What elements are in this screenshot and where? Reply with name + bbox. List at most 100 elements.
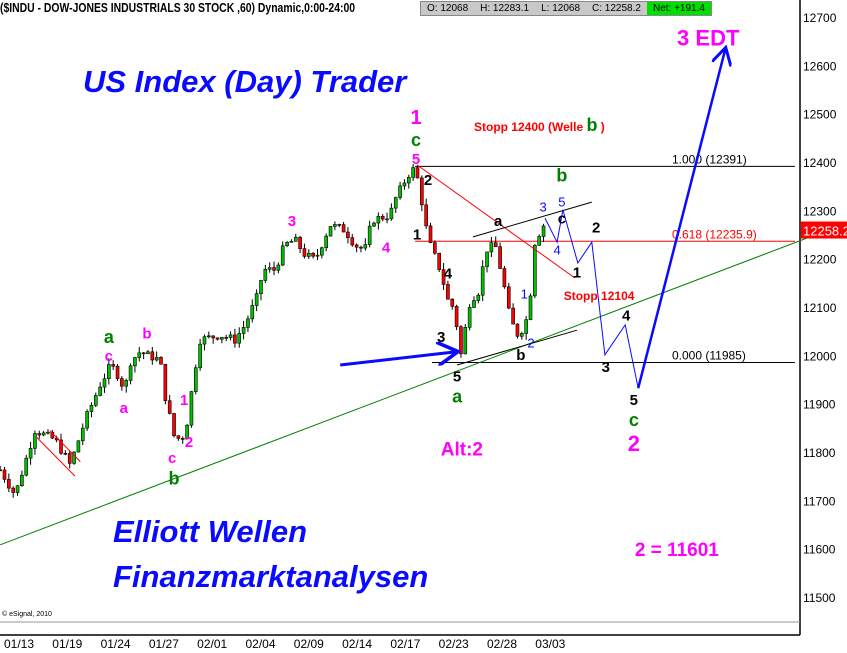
y-tick-label: 12300 [803, 204, 837, 218]
y-tick-label: 11500 [803, 591, 836, 605]
wave-label: b [516, 347, 525, 364]
candle-body [320, 247, 324, 256]
candle-body [372, 222, 376, 227]
candle-body [159, 357, 163, 365]
candle-body [302, 248, 307, 257]
candle-body [276, 264, 281, 271]
candle-body [215, 337, 220, 340]
candle-body [250, 305, 255, 320]
x-tick-label: 02/14 [342, 637, 372, 651]
wave-label: c [411, 130, 421, 150]
candle-body [359, 246, 363, 249]
wave-label: 2 [185, 434, 193, 451]
candle-body [0, 469, 2, 472]
candle-body [306, 252, 311, 257]
wave-label: 4 [622, 307, 631, 324]
last-price-tag [801, 221, 847, 239]
candle-body [93, 395, 98, 406]
wave-label: b [556, 165, 567, 185]
x-tick-label: 02/01 [197, 637, 227, 651]
candle-body [385, 218, 389, 221]
x-tick-label: 01/24 [101, 637, 131, 651]
candle-body [480, 266, 485, 296]
wave-label: 3 [288, 213, 296, 230]
wave-label: 5 [630, 392, 638, 409]
candle-body [311, 252, 315, 257]
x-tick-label: 01/27 [149, 637, 179, 651]
net-change: Net: +191.4 [646, 2, 711, 15]
candle-body [533, 244, 537, 297]
candle-body [459, 326, 463, 355]
y-tick-label: 12700 [803, 11, 837, 25]
candle-body [15, 485, 20, 493]
candle-body [141, 352, 146, 355]
candle-body [85, 411, 89, 429]
candle-body [376, 216, 381, 224]
candle-body [411, 167, 415, 178]
candle-body [193, 367, 198, 392]
wave-label: Alt:2 [441, 440, 483, 461]
downtrend-line [416, 164, 576, 279]
candle-body [472, 300, 476, 308]
candle-body [515, 323, 520, 337]
wave-label: 2 [592, 219, 600, 236]
y-tick-label: 12600 [803, 59, 837, 73]
stop-note-wave: b [586, 115, 597, 135]
x-tick-label: 02/28 [487, 637, 517, 651]
candle-body [7, 479, 11, 489]
wave-label: a [452, 386, 463, 406]
y-tick-label: 12500 [803, 108, 837, 122]
wave-label: c [629, 410, 639, 430]
y-tick-label: 11900 [803, 398, 836, 412]
candle-body [72, 451, 76, 464]
left-channel-lower [36, 437, 76, 477]
candle-body [33, 433, 37, 449]
candle-body [537, 236, 541, 246]
candle-body [2, 469, 7, 480]
candle-body [185, 424, 189, 439]
candle-body [293, 236, 298, 242]
candle-body [433, 242, 437, 254]
x-tick-label: 02/17 [390, 637, 420, 651]
candle-body [41, 432, 46, 436]
candle-body [298, 236, 302, 249]
candle-body [450, 298, 455, 307]
candle-body [511, 307, 515, 325]
wave-label: 1 [573, 264, 581, 281]
candle-body [128, 365, 133, 381]
candle-body [354, 244, 359, 248]
candle-body [437, 252, 442, 270]
candle-body [46, 431, 50, 434]
candle-body [446, 284, 450, 300]
candle-body [37, 433, 42, 436]
candle-body [224, 337, 229, 339]
candle-body [424, 204, 428, 227]
y-tick-label: 12000 [803, 349, 837, 363]
candle-body [502, 268, 507, 288]
wave-label: 2 [424, 172, 432, 189]
candle-body [150, 351, 155, 361]
candle-body [315, 254, 320, 257]
candle-body [333, 224, 337, 227]
wave-label: 1 [521, 286, 528, 301]
subtitle-line2: Finanzmarktanalysen [113, 559, 429, 594]
projection-path [544, 209, 639, 389]
wave-label: a [104, 327, 115, 347]
candle-body [89, 405, 94, 412]
wave-label: a [494, 213, 503, 230]
candle-body [207, 335, 211, 338]
candle-body [211, 335, 215, 339]
pointer-arrow [340, 352, 455, 367]
candle-body [463, 327, 468, 355]
wave-label: 2 [527, 335, 534, 350]
candle-body [415, 167, 420, 179]
candle-body [233, 334, 237, 344]
wave-label: 5 [453, 368, 461, 385]
candle-body [389, 207, 394, 220]
upper-channel-line [472, 201, 592, 238]
stop-note-prefix: Stopp 12400 (Welle [474, 120, 586, 134]
candle-body [107, 364, 111, 379]
x-tick-label: 01/13 [4, 637, 34, 651]
